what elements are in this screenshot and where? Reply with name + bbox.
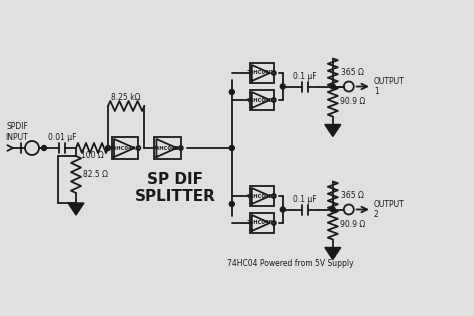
Circle shape bbox=[229, 145, 234, 150]
Polygon shape bbox=[252, 92, 270, 108]
Circle shape bbox=[330, 84, 335, 89]
Text: 74HC04B: 74HC04B bbox=[152, 145, 179, 150]
Bar bbox=[250, 186, 274, 206]
Text: OUTPUT
2: OUTPUT 2 bbox=[374, 200, 404, 219]
Bar bbox=[155, 137, 181, 159]
Bar bbox=[250, 63, 274, 83]
Circle shape bbox=[330, 207, 335, 212]
Polygon shape bbox=[325, 125, 341, 137]
Text: 74HC04C: 74HC04C bbox=[246, 70, 273, 76]
Circle shape bbox=[229, 202, 234, 206]
Text: 0.1 μF: 0.1 μF bbox=[293, 72, 317, 81]
Text: 0.01 μF: 0.01 μF bbox=[48, 133, 76, 143]
Text: SP DIF
SPLITTER: SP DIF SPLITTER bbox=[135, 172, 216, 204]
Text: 74HC04E: 74HC04E bbox=[246, 193, 273, 198]
Text: 82.5 Ω: 82.5 Ω bbox=[83, 170, 109, 179]
Text: 74HC04 Powered from 5V Supply: 74HC04 Powered from 5V Supply bbox=[227, 259, 353, 269]
Text: 74HC04F: 74HC04F bbox=[246, 221, 273, 226]
Text: 74HC04A: 74HC04A bbox=[110, 145, 137, 150]
Text: 8.25 kΩ: 8.25 kΩ bbox=[111, 93, 141, 101]
Polygon shape bbox=[156, 139, 177, 157]
Circle shape bbox=[229, 89, 234, 94]
Polygon shape bbox=[252, 65, 270, 81]
Text: 90.9 Ω: 90.9 Ω bbox=[340, 97, 365, 106]
Polygon shape bbox=[68, 203, 84, 215]
Circle shape bbox=[106, 145, 110, 150]
Polygon shape bbox=[114, 139, 135, 157]
Bar bbox=[250, 90, 274, 110]
Text: 100 Ω: 100 Ω bbox=[81, 151, 103, 161]
Text: 365 Ω: 365 Ω bbox=[341, 68, 364, 77]
Text: SPDIF
INPUT: SPDIF INPUT bbox=[6, 122, 28, 142]
Polygon shape bbox=[252, 215, 270, 231]
Circle shape bbox=[280, 207, 285, 212]
Bar bbox=[250, 213, 274, 233]
Circle shape bbox=[42, 145, 46, 150]
Text: 365 Ω: 365 Ω bbox=[341, 191, 364, 200]
Circle shape bbox=[280, 84, 285, 89]
Text: 90.9 Ω: 90.9 Ω bbox=[340, 220, 365, 229]
Polygon shape bbox=[325, 247, 341, 259]
Text: 74HC04D: 74HC04D bbox=[246, 98, 273, 102]
Text: 0.1 μF: 0.1 μF bbox=[293, 195, 317, 204]
Bar bbox=[112, 137, 138, 159]
Polygon shape bbox=[252, 188, 270, 204]
Text: OUTPUT
1: OUTPUT 1 bbox=[374, 77, 404, 96]
